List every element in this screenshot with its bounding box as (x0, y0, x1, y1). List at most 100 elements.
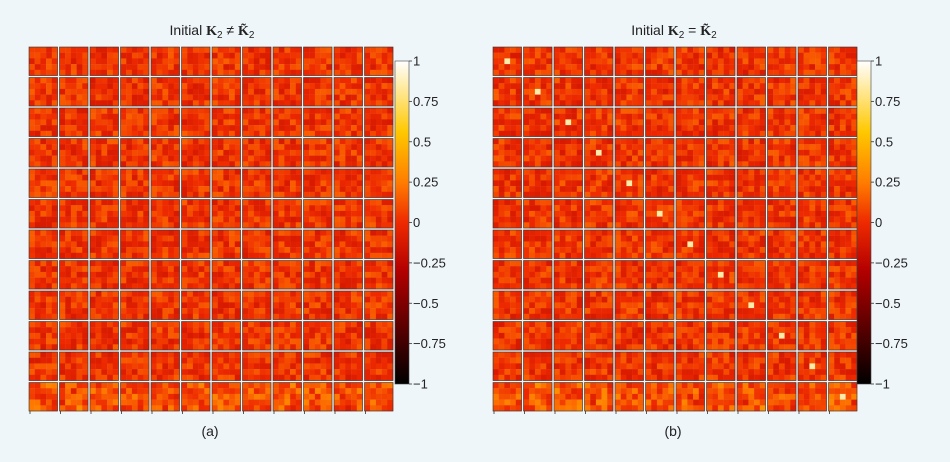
kernel-pixel (493, 119, 499, 125)
kernel-pixel (182, 352, 188, 358)
kernel-pixel (357, 200, 363, 206)
kernel-pixel (304, 358, 310, 364)
kernel-pixel (279, 230, 285, 236)
kernel-a-6-4 (151, 230, 180, 259)
kernel-pixel (596, 144, 602, 150)
kernel-pixel (790, 47, 796, 53)
kernel-pixel (279, 205, 285, 211)
kernel-pixel (96, 400, 102, 406)
kernel-pixel (504, 150, 510, 156)
kernel-pixel (290, 291, 296, 297)
kernel-pixel (376, 139, 382, 145)
kernel-pixel (535, 161, 541, 167)
kernel-pixel (370, 125, 376, 131)
kernel-pixel (151, 156, 157, 162)
kernel-pixel (785, 114, 791, 120)
kernel-pixel (851, 83, 857, 89)
kernel-pixel (243, 358, 249, 364)
kernel-pixel (96, 150, 102, 156)
kernel-pixel (212, 211, 218, 217)
kernel-a-6-7 (243, 230, 272, 259)
kernel-pixel (712, 78, 718, 84)
kernel-pixel (365, 236, 371, 242)
kernel-b-2-5 (646, 108, 675, 137)
kernel-pixel (229, 230, 235, 236)
kernel-pixel (260, 352, 266, 358)
kernel-pixel (376, 333, 382, 339)
kernel-pixel (174, 375, 180, 381)
kernel-pixel (40, 327, 46, 333)
kernel-pixel (279, 241, 285, 247)
kernel-pixel (260, 95, 266, 101)
kernel-pixel (46, 253, 52, 259)
kernel-pixel (162, 211, 168, 217)
kernel-pixel (157, 352, 163, 358)
kernel-pixel (768, 125, 774, 131)
kernel-pixel (376, 100, 382, 106)
kernel-pixel (809, 64, 815, 70)
kernel-pixel (60, 375, 66, 381)
kernel-pixel (382, 400, 388, 406)
kernel-pixel (284, 405, 290, 411)
kernel-pixel (304, 144, 310, 150)
kernel-pixel (40, 241, 46, 247)
kernel-pixel (248, 278, 254, 284)
kernel-pixel (29, 211, 35, 217)
kernel-pixel (326, 405, 332, 411)
kernel-pixel (113, 119, 119, 125)
kernel-a-9-8 (273, 322, 302, 351)
kernel-pixel (132, 253, 138, 259)
kernel-pixel (326, 53, 332, 59)
kernel-pixel (290, 272, 296, 278)
kernel-pixel (162, 236, 168, 242)
kernel-pixel (101, 369, 107, 375)
kernel-pixel (804, 114, 810, 120)
kernel-pixel (101, 314, 107, 320)
kernel-pixel (40, 156, 46, 162)
kernel-pixel (65, 247, 71, 253)
kernel-pixel (815, 89, 821, 95)
kernel-pixel (40, 150, 46, 156)
kernel-pixel (357, 108, 363, 114)
kernel-pixel (71, 308, 77, 314)
kernel-pixel (65, 394, 71, 400)
kernel-pixel (71, 363, 77, 369)
kernel-pixel (646, 100, 652, 106)
kernel-pixel (351, 161, 357, 167)
kernel-pixel (304, 211, 310, 217)
kernel-pixel (248, 180, 254, 186)
kernel-pixel (113, 344, 119, 350)
kernel-pixel (585, 70, 591, 76)
kernel-a-9-2 (90, 322, 119, 351)
kernel-pixel (315, 47, 321, 53)
kernel-pixel (663, 100, 669, 106)
kernel-pixel (46, 180, 52, 186)
kernel-pixel (174, 302, 180, 308)
kernel-b-0-0 (493, 47, 522, 76)
kernel-pixel (52, 375, 58, 381)
kernel-pixel (309, 383, 315, 389)
kernel-pixel (326, 394, 332, 400)
kernel-pixel (334, 314, 340, 320)
kernel-pixel (126, 333, 132, 339)
kernel-pixel (687, 95, 693, 101)
kernel-pixel (212, 119, 218, 125)
kernel-pixel (370, 314, 376, 320)
kernel-pixel (345, 192, 351, 198)
kernel-pixel (365, 333, 371, 339)
kernel-pixel (602, 119, 608, 125)
kernel-pixel (40, 222, 46, 228)
kernel-pixel (193, 114, 199, 120)
kernel-pixel (663, 125, 669, 131)
kernel-pixel (309, 100, 315, 106)
kernel-pixel (235, 119, 241, 125)
kernel-pixel (121, 314, 127, 320)
kernel-pixel (851, 64, 857, 70)
kernel-pixel (535, 131, 541, 137)
kernel-pixel (162, 131, 168, 137)
kernel-pixel (101, 186, 107, 192)
kernel-pixel (218, 333, 224, 339)
kernel-pixel (334, 352, 340, 358)
kernel-pixel (309, 247, 315, 253)
kernel-pixel (279, 47, 285, 53)
